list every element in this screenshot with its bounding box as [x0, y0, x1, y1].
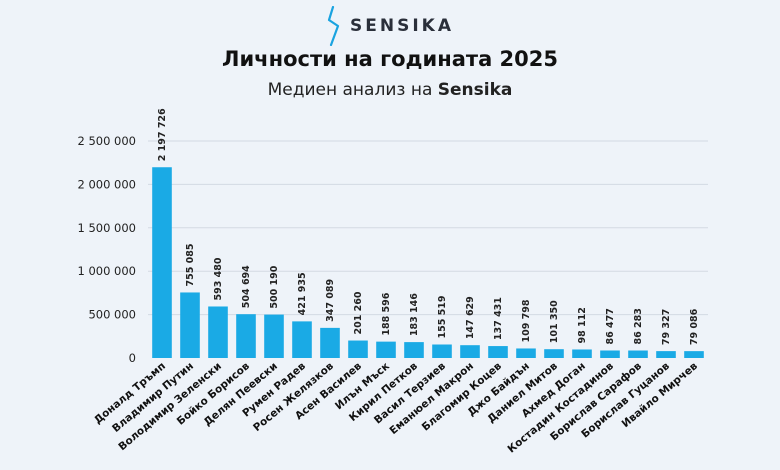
y-tick-label: 500 000 [88, 308, 136, 322]
y-tick-label: 0 [129, 351, 136, 365]
sensika-logo-icon [327, 6, 340, 46]
bar [572, 349, 592, 358]
bar [152, 167, 172, 358]
data-label: 183 146 [409, 293, 420, 336]
bar [348, 340, 368, 358]
data-label: 500 190 [269, 265, 280, 308]
subtitle-prefix: Медиен анализ на [267, 80, 433, 100]
bar [404, 342, 424, 358]
bar [264, 314, 284, 358]
data-label: 98 112 [577, 307, 588, 343]
data-label: 593 480 [213, 257, 224, 300]
data-label: 347 089 [325, 279, 336, 322]
bar [320, 327, 340, 358]
subtitle-brand: Sensika [437, 80, 513, 100]
data-label: 109 798 [521, 299, 532, 342]
brand-name: SENSIKA [350, 16, 454, 36]
data-label: 86 477 [605, 308, 616, 344]
bar [516, 348, 536, 358]
data-label: 86 283 [633, 308, 644, 344]
bar [600, 350, 620, 358]
bar [236, 314, 256, 358]
data-label: 188 596 [381, 292, 392, 335]
data-label: 201 260 [353, 291, 364, 334]
bar [180, 292, 200, 358]
bar [656, 351, 676, 358]
data-label: 137 431 [493, 297, 504, 340]
chart-title: Личности на годината 2025 [222, 47, 558, 71]
bar [460, 345, 480, 358]
data-label: 2 197 726 [157, 108, 168, 161]
data-label: 147 629 [465, 296, 476, 339]
bar [488, 346, 508, 358]
bar [544, 349, 564, 358]
bar [432, 344, 452, 358]
bar [208, 306, 228, 358]
data-label: 421 935 [297, 272, 308, 315]
brand-logo: SENSIKA [0, 6, 780, 46]
data-label: 79 086 [689, 308, 700, 345]
y-tick-label: 1 500 000 [77, 221, 136, 235]
chart-subtitle: Медиен анализ на Sensika [0, 80, 780, 100]
y-tick-label: 2 500 000 [77, 134, 136, 148]
bar [684, 351, 704, 358]
data-label: 79 327 [661, 309, 672, 345]
data-label: 504 694 [241, 265, 252, 308]
y-tick-label: 1 000 000 [77, 264, 136, 278]
bar [628, 350, 648, 358]
y-tick-label: 2 000 000 [77, 177, 136, 191]
data-label: 101 350 [549, 300, 560, 343]
bar [292, 321, 312, 358]
data-label: 155 519 [437, 296, 448, 339]
data-label: 755 085 [185, 243, 196, 286]
bar [376, 341, 396, 358]
